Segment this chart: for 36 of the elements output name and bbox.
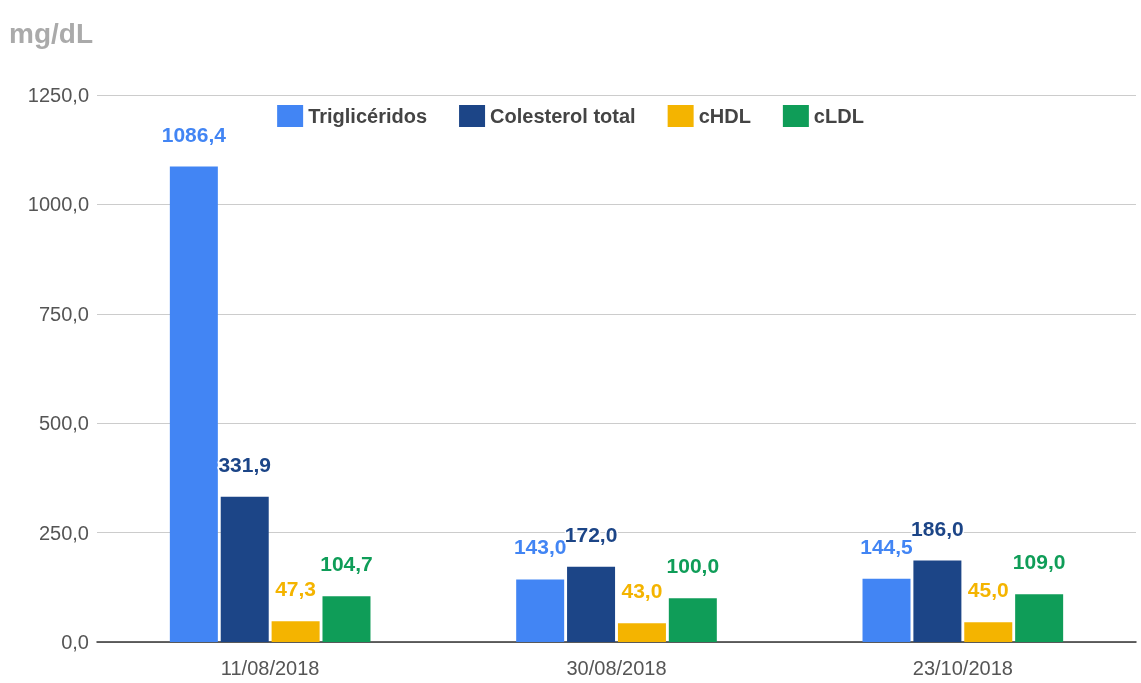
data-label: 186,0 (911, 516, 964, 540)
bar (567, 566, 616, 642)
y-axis-title: mg/dL (9, 17, 93, 49)
bar (668, 598, 717, 642)
bar (964, 622, 1013, 642)
y-tick-label: 250,0 (38, 521, 89, 544)
y-tick-label: 0,0 (61, 631, 89, 653)
bar (322, 596, 371, 642)
legend-label: cHDL (698, 105, 751, 127)
bar (913, 560, 962, 642)
data-label: 104,7 (320, 552, 373, 576)
legend-label: Colesterol total (490, 105, 636, 127)
y-tick-label: 1000,0 (27, 193, 89, 216)
data-label: 331,9 (218, 452, 272, 476)
x-tick-label: 11/08/2018 (220, 657, 320, 679)
bar (271, 621, 320, 642)
bar (169, 166, 218, 642)
legend-label: cLDL (813, 105, 864, 127)
data-label: 45,0 (967, 578, 1009, 602)
x-tick-label: 23/10/2018 (912, 657, 1013, 679)
y-tick-label: 750,0 (38, 302, 89, 325)
legend-label: Triglicéridos (308, 105, 428, 127)
data-label: 47,3 (275, 577, 317, 601)
bar (862, 578, 911, 642)
bar (1015, 594, 1064, 642)
bar (617, 623, 666, 642)
data-label: 43,0 (621, 579, 663, 603)
bar (220, 496, 269, 642)
bar (516, 579, 565, 642)
y-tick-label: 1250,0 (27, 84, 89, 106)
data-label: 143,0 (513, 535, 567, 559)
data-label: 1086,4 (161, 122, 227, 146)
data-label: 100,0 (666, 554, 720, 578)
data-label: 109,0 (1012, 550, 1066, 574)
y-tick-label: 500,0 (38, 412, 89, 435)
x-tick-label: 30/08/2018 (566, 657, 667, 679)
